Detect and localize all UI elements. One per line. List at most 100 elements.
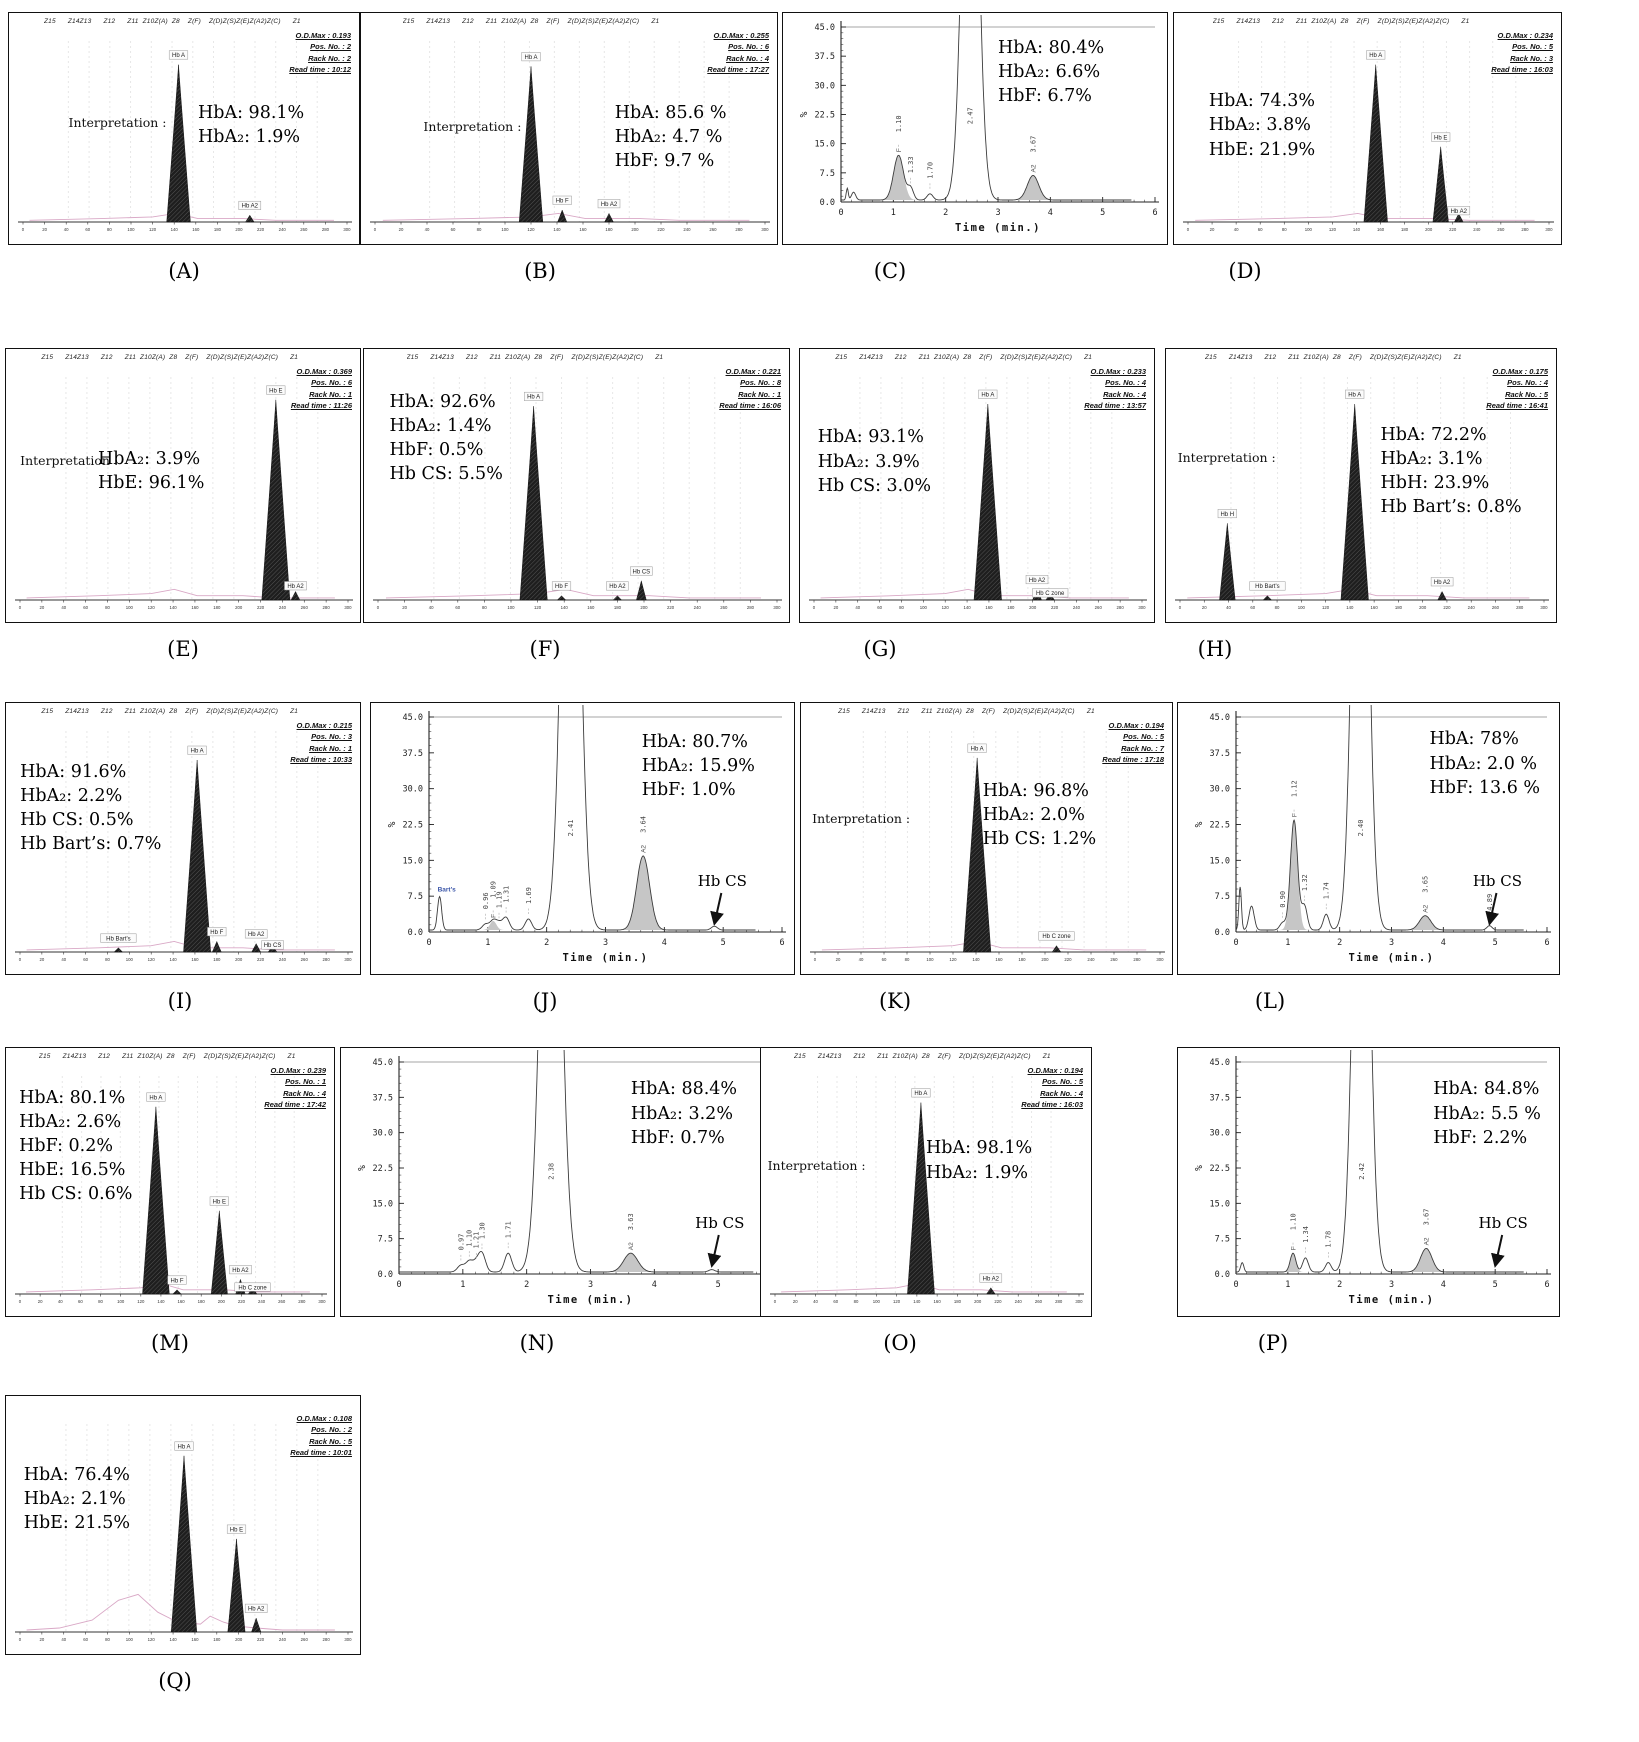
x-tick-label: 80	[1275, 605, 1280, 610]
x-tick-label: 300	[761, 227, 769, 232]
x-tick-label: 4	[1441, 938, 1446, 948]
peak-label-box-hb-a	[146, 1092, 166, 1102]
results-C: HbA: 80.4% HbA₂: 6.6% HbF: 6.7%	[998, 36, 1104, 108]
interpretation-label: Interpretation :	[423, 119, 522, 135]
x-tick-label: 20	[836, 957, 841, 962]
peak-label-box-hb-a	[1345, 389, 1365, 399]
y-tick-label: 15.0	[1210, 856, 1230, 866]
x-tick-label: 300	[344, 605, 352, 610]
peak-hb-a2	[251, 1617, 262, 1633]
zone-header: Z15 Z14Z13 Z12 Z11 Z10Z(A) Z8 Z(F) Z(D)Z…	[406, 354, 664, 361]
x-tick-label: 240	[1073, 605, 1081, 610]
zone-header: Z15 Z14Z13 Z12 Z11 Z10Z(A) Z8 Z(F) Z(D)Z…	[1205, 354, 1462, 361]
x-tick-label: 240	[1087, 957, 1095, 962]
x-tick-label: 220	[1443, 605, 1451, 610]
x-tick-label: 80	[482, 605, 487, 610]
x-tick-label: 40	[1234, 227, 1239, 232]
x-tick-label: 80	[107, 227, 112, 232]
od-line: Rack No. : 5	[1505, 389, 1548, 399]
od-line: Read time : 17:27	[707, 64, 769, 74]
panel-caption-D: (D)	[1228, 259, 1262, 283]
x-tick-label: 200	[1419, 605, 1427, 610]
peak-label-box-hb-cs	[261, 940, 284, 950]
interpretation-label: Interpretation :	[68, 114, 167, 130]
result-line: HbA₂: 3.2%	[630, 1103, 733, 1124]
peak-label-box-hb-a2	[244, 929, 268, 939]
x-tick-label: 0	[19, 1299, 22, 1304]
peak-name-f: F	[1292, 813, 1299, 817]
od-line: O.D.Max : 0.194	[1027, 1066, 1083, 1075]
peak-label-hb-a2: Hb A2	[1434, 580, 1451, 586]
peak-label-hb-e: Hb E	[269, 388, 282, 394]
x-tick-label: 6	[1152, 208, 1157, 218]
x-tick-label: 200	[1425, 227, 1433, 232]
shaded-peak-f	[1279, 820, 1309, 930]
result-line: HbF: 9.7 %	[614, 151, 715, 172]
od-line: Pos. No. : 6	[311, 378, 352, 388]
od-line: Read time : 16:03	[1491, 64, 1553, 74]
peak-label-box-hb-a	[911, 1088, 931, 1098]
shaded-peak-f	[1281, 1253, 1305, 1272]
panel-I: 0 20 40 60 80 100 120 140 160 180 200 220 240 260 280 3…	[5, 702, 361, 975]
x-tick-label: 120	[949, 957, 957, 962]
od-line: Pos. No. : 4	[1105, 378, 1146, 388]
x-tick-label: 240	[683, 227, 691, 232]
x-tick-label: 280	[1117, 605, 1125, 610]
x-tick-label: 300	[1138, 605, 1146, 610]
results-G: HbA: 93.1% HbA₂: 3.9% Hb CS: 3.0%	[818, 425, 931, 497]
od-line: Rack No. : 7	[1121, 743, 1164, 753]
x-tick-label: 240	[279, 957, 287, 962]
x-tick-label: 260	[301, 605, 309, 610]
x-axis-label: Time (min.)	[955, 222, 1041, 234]
rt-label-178: 1.78	[1325, 1231, 1333, 1248]
y-tick-label: 37.5	[1210, 1093, 1230, 1103]
x-tick-label: 300	[1540, 605, 1548, 610]
od-line: O.D.Max : 0.233	[1090, 367, 1146, 376]
x-tick-label: 3	[995, 208, 1000, 218]
x-axis-label: Time (min.)	[547, 1294, 633, 1306]
od-line: O.D.Max : 0.175	[1492, 367, 1548, 376]
hb-cs-arrow	[1485, 892, 1499, 926]
peak-hb-a2	[612, 595, 623, 601]
peak-label-box-hb-a2	[284, 581, 307, 591]
chromatogram-curve	[841, 15, 1132, 201]
x-tick-label: 200	[235, 1637, 243, 1642]
x-tick-label: 20	[39, 605, 44, 610]
y-tick-label: 7.5	[378, 1235, 393, 1245]
result-line: HbF: 6.7%	[998, 86, 1092, 107]
x-tick-label: 120	[534, 605, 542, 610]
peak-label-hb-a: Hb A	[1348, 393, 1361, 399]
peak-hb-f	[172, 1289, 182, 1295]
peak-hb-c-zone	[1051, 945, 1062, 953]
peak-hb-barts	[1262, 595, 1273, 601]
x-tick-label: 300	[1545, 227, 1553, 232]
panel-caption-Q: (Q)	[158, 1669, 192, 1693]
peak-label-hb-a2: Hb A2	[601, 202, 618, 208]
peak-label-box-hb-a	[174, 1441, 194, 1451]
result-line: HbE: 21.9%	[1208, 139, 1316, 160]
od-line: Pos. No. : 6	[728, 42, 769, 52]
panel-caption-F: (F)	[529, 637, 561, 661]
rt-label-097: 0.97	[457, 1234, 465, 1251]
y-tick-label: 22.5	[403, 821, 423, 831]
peak-label-hb-a: Hb A	[981, 393, 994, 399]
od-line: Pos. No. : 3	[311, 732, 352, 742]
x-tick-label: 20	[39, 1637, 44, 1642]
peak-label-box-hb-a2	[979, 1273, 1003, 1283]
chromatogram-I: 0 20 40 60 80 100 120 140 160 180 200 220 240 260 280 3…	[15, 731, 353, 962]
x-tick-label: 60	[882, 957, 887, 962]
x-tick-label: 0	[426, 938, 431, 948]
panel-caption-G: (G)	[863, 637, 897, 661]
panel-F: 0 20 40 60 80 100 120 140 160 180 200 220 240 260 280 3…	[363, 348, 790, 623]
rt-label-119: 1.19	[495, 891, 503, 908]
raw-trace	[26, 940, 335, 951]
x-tick-label: 60	[78, 1299, 83, 1304]
chromatogram-E: 0 20 40 60 80 100 120 140 160 180 200 220 240 260 280 3…	[15, 377, 353, 610]
x-tick-label: 160	[995, 957, 1003, 962]
od-line: Pos. No. : 5	[1042, 1077, 1083, 1087]
od-line: O.D.Max : 0.369	[296, 367, 352, 376]
panel-caption-P: (P)	[1257, 1331, 1289, 1355]
